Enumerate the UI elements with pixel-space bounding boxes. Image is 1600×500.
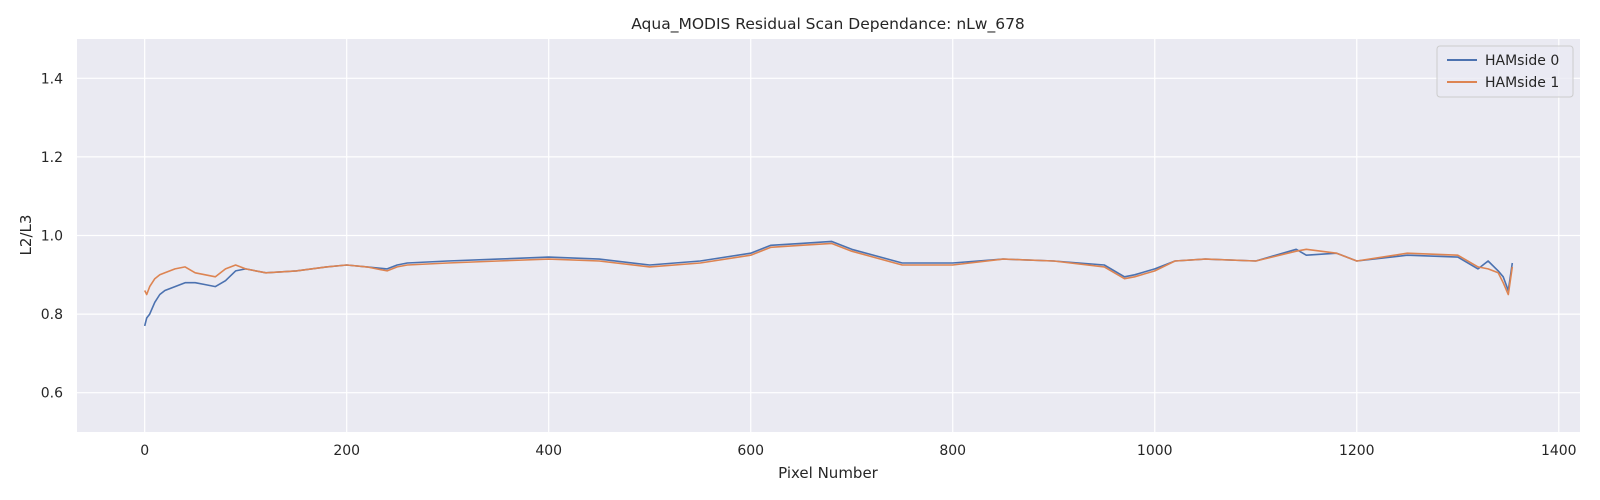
x-tick-label: 800: [939, 443, 966, 459]
grid-lines: [77, 39, 1580, 432]
chart-title: Aqua_MODIS Residual Scan Dependance: nLw…: [631, 15, 1025, 34]
y-tick-label: 1.2: [41, 150, 63, 166]
x-tick-labels: 0 200 400 600 800 1000 1200 1400: [140, 443, 1576, 459]
legend-label-hamside-0: HAMside 0: [1485, 53, 1559, 69]
legend: HAMside 0 HAMside 1: [1436, 45, 1574, 98]
x-tick-label: 400: [535, 443, 562, 459]
y-tick-labels: 0.6 0.8 1.0 1.2 1.4: [41, 71, 63, 401]
x-axis-label: Pixel Number: [778, 464, 879, 482]
x-tick-label: 0: [140, 443, 149, 459]
y-tick-label: 0.6: [41, 386, 63, 402]
y-tick-label: 1.0: [41, 229, 63, 245]
y-tick-label: 0.8: [41, 307, 63, 323]
y-tick-label: 1.4: [41, 71, 63, 87]
x-tick-label: 1200: [1339, 443, 1375, 459]
legend-box: [1436, 45, 1574, 98]
series-lines: [143, 240, 1514, 327]
series-line-hamside-1: [143, 242, 1514, 296]
x-tick-label: 1400: [1541, 443, 1577, 459]
y-axis-label: L2/L3: [17, 215, 35, 256]
series-line-hamside-0: [143, 240, 1514, 327]
x-tick-label: 1000: [1137, 443, 1173, 459]
x-tick-label: 200: [333, 443, 360, 459]
legend-label-hamside-1: HAMside 1: [1485, 75, 1559, 91]
x-tick-label: 600: [737, 443, 764, 459]
